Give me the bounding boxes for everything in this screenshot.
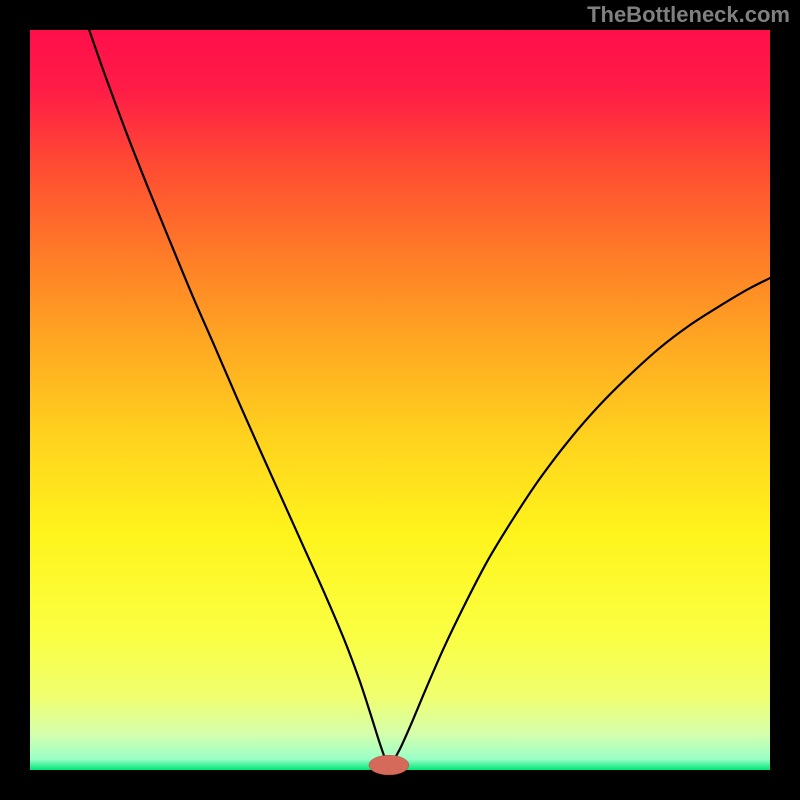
chart-frame: TheBottleneck.com bbox=[0, 0, 800, 800]
bottleneck-chart bbox=[0, 0, 800, 800]
plot-background bbox=[30, 30, 770, 770]
watermark-label: TheBottleneck.com bbox=[587, 2, 790, 28]
optimal-point-marker bbox=[369, 755, 409, 775]
